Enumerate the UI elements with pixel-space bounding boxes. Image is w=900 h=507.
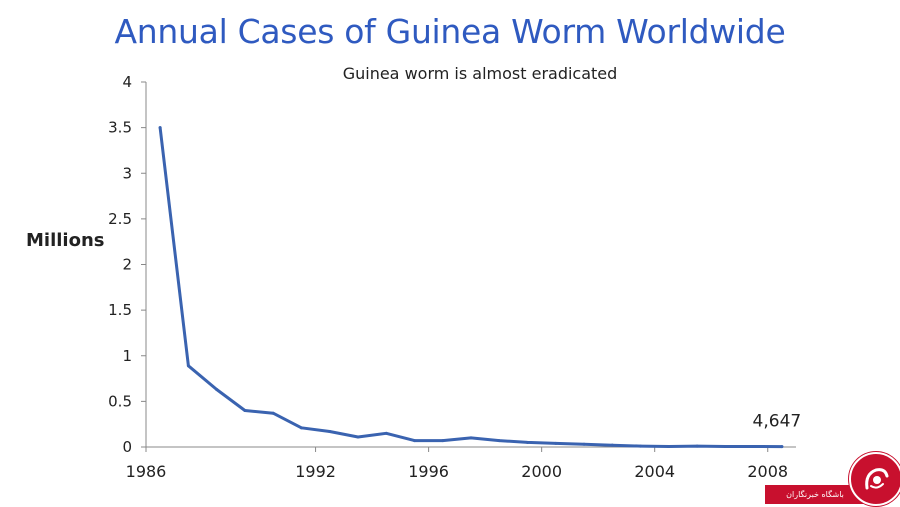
data-point	[215, 388, 219, 392]
x-tick-label: 1996	[408, 462, 449, 481]
y-tick-label: 4	[122, 73, 132, 91]
data-point	[384, 431, 388, 435]
data-point	[780, 445, 784, 449]
data-point	[271, 411, 275, 415]
data-point	[667, 445, 671, 449]
data-point	[412, 439, 416, 443]
data-point	[639, 444, 643, 448]
data-point	[328, 429, 332, 433]
y-tick-label: 1.5	[108, 301, 132, 319]
data-point	[186, 364, 190, 368]
y-tick-label: 3	[122, 164, 132, 182]
chart-subtitle: Guinea worm is almost eradicated	[342, 64, 618, 83]
data-point	[582, 442, 586, 446]
data-point	[526, 440, 530, 444]
data-point	[497, 439, 501, 443]
watermark-text: باشگاه خبرنگاران	[765, 485, 865, 504]
plot-area	[158, 126, 784, 449]
x-tick-label: 2008	[747, 462, 788, 481]
data-point	[695, 444, 699, 448]
data-point	[752, 445, 756, 449]
x-tick-label: 2004	[634, 462, 675, 481]
watermark-emblem-icon	[849, 452, 900, 506]
tick-labels: 0 0.5 1 1.5 2 2.5 3 3.5 4 1986 1992 1996 2000 2004 200…	[108, 73, 788, 481]
y-tick-label: 2.5	[108, 210, 132, 228]
data-point	[356, 435, 360, 439]
x-tick-label: 2000	[521, 462, 562, 481]
x-tick-label: 1986	[126, 462, 167, 481]
data-label: 4,647	[753, 412, 802, 432]
y-tick-label: 3.5	[108, 119, 132, 137]
y-axis-label: Millions	[26, 230, 105, 251]
data-point	[158, 126, 162, 130]
data-point	[723, 444, 727, 448]
x-tick-label: 1992	[295, 462, 336, 481]
data-point	[610, 443, 614, 447]
y-tick-label: 1	[122, 347, 132, 365]
axes	[141, 81, 796, 452]
data-point	[299, 426, 303, 430]
data-point	[243, 409, 247, 412]
watermark-logo: باشگاه خبرنگاران	[765, 452, 900, 507]
y-tick-label: 0	[122, 438, 132, 456]
annotations: 4,647	[753, 412, 802, 432]
y-tick-label: 2	[122, 256, 132, 274]
series-line	[158, 126, 784, 449]
chart-title: Annual Cases of Guinea Worm Worldwide	[114, 12, 786, 51]
data-point	[441, 439, 445, 443]
y-tick-label: 0.5	[108, 392, 132, 410]
data-point	[469, 436, 473, 440]
data-point	[554, 441, 558, 445]
